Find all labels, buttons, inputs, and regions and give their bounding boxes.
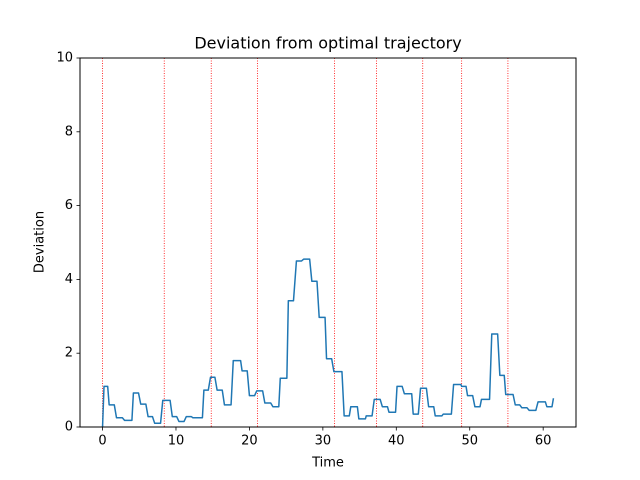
y-tick-label: 4 bbox=[65, 272, 73, 287]
x-tick-label: 30 bbox=[315, 434, 332, 449]
x-tick-label: 60 bbox=[535, 434, 552, 449]
x-tick-label: 0 bbox=[98, 434, 106, 449]
y-tick-label: 0 bbox=[65, 420, 73, 435]
y-tick-label: 6 bbox=[65, 198, 73, 213]
x-tick-label: 10 bbox=[168, 434, 185, 449]
x-axis-label: Time bbox=[311, 456, 344, 471]
data-line bbox=[101, 258, 555, 428]
chart-title: Deviation from optimal trajectory bbox=[194, 34, 461, 53]
plot-frame bbox=[79, 57, 577, 428]
x-tick-label: 50 bbox=[461, 434, 478, 449]
y-tick-label: 2 bbox=[65, 346, 73, 361]
x-tick-label: 40 bbox=[388, 434, 405, 449]
y-axis-label: Deviation bbox=[33, 211, 48, 273]
x-tick-label: 20 bbox=[241, 434, 258, 449]
y-tick-label: 10 bbox=[56, 51, 73, 66]
y-tick-label: 8 bbox=[65, 124, 73, 139]
